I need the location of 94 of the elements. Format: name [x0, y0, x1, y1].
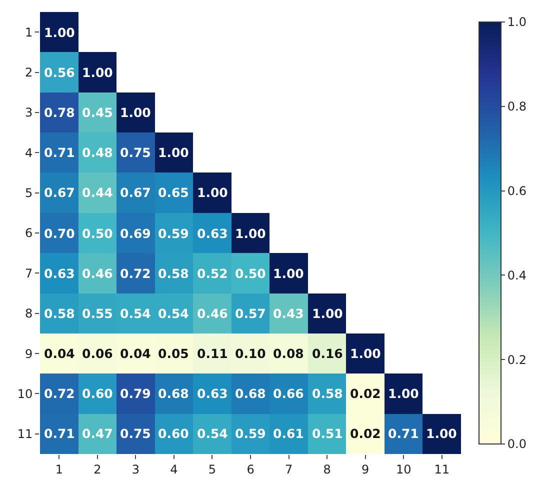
data-label: 0.05	[158, 346, 189, 361]
data-label: 0.71	[388, 426, 419, 441]
y-tick-label: 7	[24, 266, 33, 280]
data-label: 0.58	[312, 386, 343, 401]
color-bar-label: 0.8	[507, 100, 526, 114]
y-tick-label: 2	[24, 65, 33, 80]
data-label: 0.79	[120, 386, 151, 401]
data-label: 0.04	[120, 346, 152, 361]
data-label: 0.55	[82, 306, 113, 321]
data-label: 0.63	[44, 266, 75, 281]
x-tick-label: 9	[362, 462, 370, 476]
data-label: 0.68	[235, 386, 266, 401]
color-bar-label: 0.2	[507, 352, 526, 367]
y-tick-label: 3	[24, 106, 33, 120]
y-tick-label: 10	[17, 386, 33, 401]
data-label: 0.54	[158, 306, 190, 321]
data-label: 1.00	[120, 105, 152, 120]
data-label: 0.51	[312, 426, 343, 441]
data-label: 0.46	[197, 306, 228, 321]
y-tick-label: 4	[24, 146, 33, 160]
data-label: 1.00	[426, 426, 458, 441]
data-label: 0.57	[235, 306, 266, 321]
data-label: 1.00	[235, 226, 266, 241]
data-label: 1.00	[44, 25, 76, 40]
data-label: 0.44	[82, 185, 114, 200]
data-label: 0.58	[44, 306, 75, 321]
y-tick-label: 1	[24, 25, 33, 40]
data-label: 0.68	[158, 386, 189, 401]
color-bar-label: 0.6	[507, 184, 526, 198]
data-label: 0.71	[44, 145, 75, 160]
data-label: 0.04	[44, 346, 76, 361]
y-tick-label: 9	[24, 346, 33, 361]
data-label: 0.59	[235, 426, 266, 441]
data-label: 0.54	[197, 426, 228, 441]
data-label: 0.61	[273, 426, 304, 441]
data-label: 0.71	[44, 426, 75, 441]
color-bar-label: 0.4	[507, 268, 526, 282]
y-tick-label: 6	[24, 226, 33, 240]
data-label: 0.72	[120, 266, 151, 281]
data-label: 0.56	[44, 65, 76, 80]
data-label: 0.63	[197, 386, 228, 401]
data-label: 0.78	[44, 105, 75, 120]
data-label: 1.00	[312, 306, 344, 321]
data-label: 1.00	[350, 346, 382, 361]
x-tick-label: 8	[323, 462, 331, 476]
x-tick-label: 5	[208, 462, 216, 476]
data-label: 0.06	[82, 346, 114, 361]
y-tick-label: 8	[24, 306, 33, 321]
data-label: 0.43	[273, 306, 304, 321]
x-tick-label: 1	[55, 462, 63, 476]
y-tick-label: 5	[24, 186, 33, 200]
data-label: 0.65	[158, 185, 189, 200]
data-label: 0.11	[197, 346, 228, 361]
data-label: 0.02	[350, 426, 381, 441]
color-bar-label: 1.0	[507, 15, 526, 30]
data-label: 1.00	[82, 65, 114, 80]
x-tick-label: 4	[170, 462, 178, 476]
data-label: 0.54	[120, 306, 152, 321]
data-label: 0.45	[82, 105, 113, 120]
x-tick-label: 7	[284, 462, 293, 476]
data-label: 0.02	[350, 386, 381, 401]
data-label: 0.67	[44, 185, 75, 200]
data-label: 0.69	[120, 226, 151, 241]
data-label: 1.00	[388, 386, 420, 401]
data-label: 0.10	[235, 346, 266, 361]
data-label: 0.70	[44, 226, 76, 241]
x-tick-label: 11	[434, 462, 450, 476]
data-label: 0.47	[82, 426, 113, 441]
data-label: 0.67	[120, 185, 151, 200]
x-tick-label: 10	[396, 462, 412, 476]
data-label: 0.63	[197, 226, 228, 241]
data-label: 0.66	[273, 386, 304, 401]
data-label: 0.60	[82, 386, 114, 401]
data-label: 0.75	[120, 426, 151, 441]
data-label: 0.46	[82, 266, 114, 281]
data-label: 0.59	[158, 226, 189, 241]
data-label: 0.48	[82, 145, 113, 160]
y-tick-label: 11	[17, 427, 33, 442]
data-label: 0.60	[158, 426, 190, 441]
data-label: 0.72	[44, 386, 75, 401]
data-label: 0.50	[235, 266, 266, 281]
data-label: 0.08	[273, 346, 304, 361]
data-label: 1.00	[158, 145, 190, 160]
x-tick-label: 3	[132, 462, 140, 476]
x-tick-label: 2	[94, 462, 102, 476]
data-label: 1.00	[197, 185, 228, 200]
color-bar-label: 0.0	[507, 437, 526, 452]
x-tick-label: 6	[246, 462, 254, 476]
data-label: 0.52	[197, 266, 228, 281]
data-label: 0.75	[120, 145, 151, 160]
data-label: 0.50	[82, 226, 114, 241]
data-label: 0.16	[312, 346, 344, 361]
data-label: 0.58	[158, 266, 189, 281]
data-label: 1.00	[273, 266, 304, 281]
